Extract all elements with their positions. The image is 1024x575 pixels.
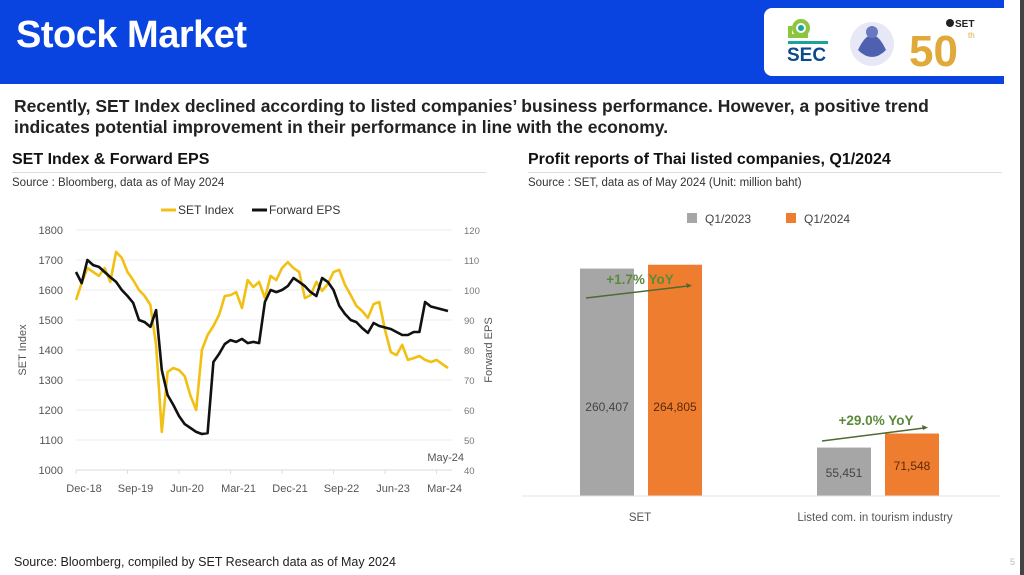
bar-legend: Q1/2023 Q1/2024 xyxy=(687,212,850,226)
y-tick-label: 1300 xyxy=(39,375,63,387)
y2-tick-label: 70 xyxy=(464,376,475,387)
y-tick-label: 1400 xyxy=(39,345,63,357)
headline: Recently, SET Index declined according t… xyxy=(14,96,929,137)
window-edge xyxy=(1020,0,1024,575)
left-panel-source: Source : Bloomberg, data as of May 2024 xyxy=(12,177,225,189)
legend-swatch-q1-2024 xyxy=(786,213,796,223)
x-tick-label: Sep-19 xyxy=(118,483,153,495)
legend-label-q1-2024: Q1/2024 xyxy=(804,212,850,226)
x-tick-label: Dec-21 xyxy=(272,483,307,495)
bar-q1-2023-set xyxy=(580,268,634,496)
legend-swatch-q1-2023 xyxy=(687,213,697,223)
logo-panel: SEC 50 SET th xyxy=(764,8,1004,76)
y-tick-label: 1000 xyxy=(39,465,63,477)
sec-logo-text: SEC xyxy=(787,45,826,66)
yoy-annotation-set: +1.7% YoY xyxy=(585,272,692,299)
legend-label-q1-2023: Q1/2023 xyxy=(705,212,751,226)
left-panel-title: SET Index & Forward EPS xyxy=(12,151,210,168)
y2-tick-label: 120 xyxy=(464,226,480,237)
right-panel-rule xyxy=(528,172,1002,173)
series-line-forward-eps xyxy=(74,258,449,436)
svg-text:th: th xyxy=(968,31,975,40)
yoy-label-set: +1.7% YoY xyxy=(606,272,673,287)
y2-tick-label: 50 xyxy=(464,436,475,447)
page-number: 5 xyxy=(1010,557,1016,567)
ministry-of-finance-seal xyxy=(850,22,894,66)
right-panel-title: Profit reports of Thai listed companies,… xyxy=(528,151,891,168)
x-tick-label: Jun-20 xyxy=(170,483,204,495)
bar-value-label: 71,548 xyxy=(894,459,931,473)
y2-tick-label: 80 xyxy=(464,346,475,357)
svg-text:SET: SET xyxy=(955,19,974,30)
x-tick-label: Dec-18 xyxy=(66,483,101,495)
y2-axis-label: Forward EPS xyxy=(483,317,495,382)
right-panel-source: Source : SET, data as of May 2024 (Unit:… xyxy=(528,177,802,189)
x-tick-label: Jun-23 xyxy=(376,483,410,495)
line-legend: SET Index Forward EPS xyxy=(161,203,340,217)
bar-value-label: 55,451 xyxy=(826,466,863,480)
bar-q1-2023-tourism xyxy=(817,447,871,496)
bar-value-label: 260,407 xyxy=(585,400,629,414)
yoy-arrow-set xyxy=(585,285,689,299)
y-axis-label: SET Index xyxy=(17,324,29,376)
svg-text:50: 50 xyxy=(909,27,958,76)
profit-bar-chart: Q1/2023 Q1/2024 260,407 264,805 55,451 71,5… xyxy=(522,212,1000,524)
legend-label-forward-eps: Forward EPS xyxy=(269,203,340,217)
yoy-arrow-tourism xyxy=(821,427,925,442)
y-tick-label: 1200 xyxy=(39,405,63,417)
category-label-set: SET xyxy=(629,512,651,524)
y2-tick-label: 40 xyxy=(464,466,475,477)
y2-tick-label: 90 xyxy=(464,316,475,327)
y-tick-label: 1500 xyxy=(39,315,63,327)
bar-value-label: 264,805 xyxy=(653,400,697,414)
y-tick-label: 1100 xyxy=(39,435,63,447)
x-tick-label: Mar-24 xyxy=(427,483,462,495)
x-tick-label: Sep-22 xyxy=(324,483,359,495)
set-50th-logo: 50 SET th xyxy=(909,19,975,76)
set-index-eps-chart: SET Index Forward EPS 1000 1100 1200 1300 14… xyxy=(17,203,495,495)
y2-tick-label: 110 xyxy=(464,256,479,267)
x-tick-label: Mar-21 xyxy=(221,483,256,495)
y-tick-label: 1800 xyxy=(39,225,63,237)
sec-logo: SEC xyxy=(787,19,828,66)
page-title: Stock Market xyxy=(16,14,247,56)
yoy-label-tourism: +29.0% YoY xyxy=(839,413,914,428)
y-tick-label: 1700 xyxy=(39,255,63,267)
legend-label-set-index: SET Index xyxy=(178,203,234,217)
yoy-annotation-tourism: +29.0% YoY xyxy=(821,413,928,442)
annotation-may-24: May-24 xyxy=(427,452,464,464)
footer-source: Source: Bloomberg, compiled by SET Resea… xyxy=(14,555,396,569)
y2-tick-label: 100 xyxy=(464,286,480,297)
y2-tick-label: 60 xyxy=(464,406,475,417)
bar-q1-2024-tourism xyxy=(885,433,939,496)
y-tick-label: 1600 xyxy=(39,285,63,297)
category-label-tourism: Listed com. in tourism industry xyxy=(797,512,953,524)
left-panel-rule xyxy=(12,172,486,173)
series-line-set-index xyxy=(74,250,449,434)
bar-q1-2024-set xyxy=(648,264,702,496)
